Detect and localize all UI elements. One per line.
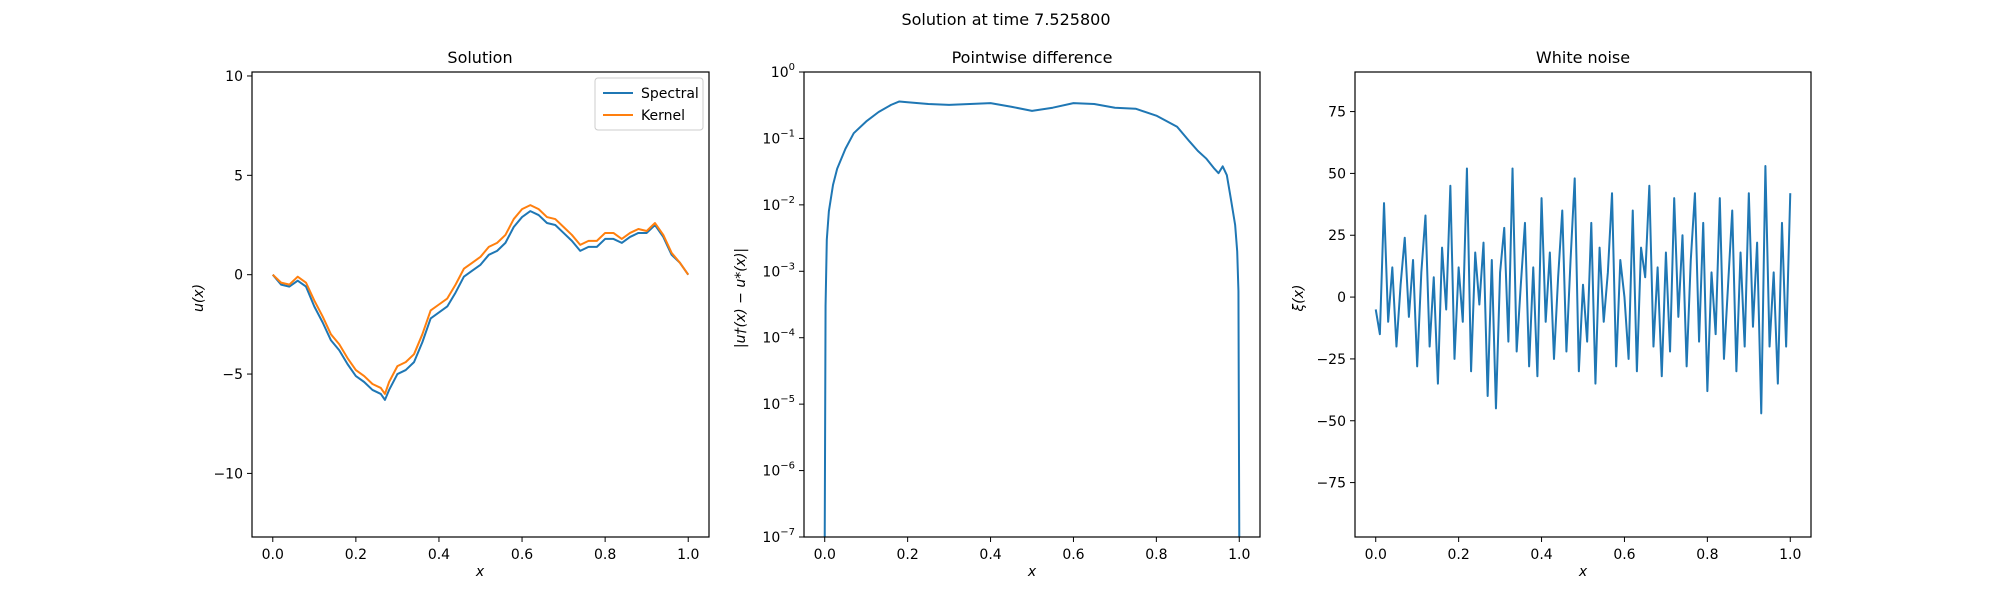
solution-ytick-label: 5 bbox=[234, 168, 243, 184]
white-noise-panel-xlabel: x bbox=[1578, 564, 1588, 580]
solution-series-line-kernel bbox=[272, 204, 690, 395]
pointwise-difference-xtick-label: 0.6 bbox=[1062, 547, 1084, 563]
solution-legend-label-kernel: Kernel bbox=[641, 108, 685, 124]
pointwise-difference-xtick-label: 1.0 bbox=[1228, 547, 1250, 563]
pointwise-difference-axes-frame bbox=[803, 71, 1261, 538]
solution-xtick-label: 1.0 bbox=[677, 547, 699, 563]
solution-panel-title: Solution bbox=[447, 48, 512, 67]
pointwise-difference-ytick-label: 10−2 bbox=[762, 195, 795, 214]
solution-panel: Solution x u(x) 0.0 0.2 0.4 0.6 0.8 1.0 −10 −5 0… bbox=[191, 48, 710, 580]
pointwise-difference-series-line-0 bbox=[823, 100, 1241, 537]
white-noise-xtick-label: 0.6 bbox=[1613, 547, 1635, 563]
white-noise-panel-title: White noise bbox=[1536, 48, 1630, 67]
white-noise-xtick-label: 0.0 bbox=[1365, 547, 1387, 563]
pointwise-difference-panel-xlabel: x bbox=[1027, 564, 1037, 580]
solution-xtick-label: 0.8 bbox=[594, 547, 616, 563]
white-noise-panel: White noise x ξ(x) 0.0 0.2 0.4 0.6 0.8 1.0 −75… bbox=[1291, 48, 1812, 580]
solution-xtick-label: 0.0 bbox=[262, 547, 284, 563]
pointwise-difference-panel-title: Pointwise difference bbox=[952, 48, 1113, 67]
pointwise-difference-ytick-label: 10−7 bbox=[762, 527, 795, 546]
pointwise-difference-ytick-label: 100 bbox=[771, 62, 795, 81]
pointwise-difference-xtick-label: 0.0 bbox=[814, 547, 836, 563]
solution-ytick-label: −10 bbox=[213, 466, 243, 482]
white-noise-panel-ylabel: ξ(x) bbox=[1291, 284, 1307, 312]
solution-ytick-label: 10 bbox=[225, 69, 243, 85]
white-noise-series-line-0 bbox=[1374, 164, 1792, 415]
pointwise-difference-xtick-label: 0.4 bbox=[979, 547, 1001, 563]
pointwise-difference-panel-ylabel: |u†(x) − u*(x)| bbox=[733, 248, 749, 348]
solution-xtick-label: 0.4 bbox=[428, 547, 450, 563]
white-noise-xtick-label: 0.4 bbox=[1530, 547, 1552, 563]
pointwise-difference-ytick-label: 10−3 bbox=[762, 261, 795, 280]
solution-panel-ylabel: u(x) bbox=[191, 284, 207, 312]
solution-legend bbox=[594, 77, 704, 131]
pointwise-difference-ytick-label: 10−5 bbox=[762, 394, 795, 413]
white-noise-ytick-label: −50 bbox=[1316, 414, 1346, 430]
figure-suptitle: Solution at time 7.525800 bbox=[901, 10, 1110, 29]
solution-series-line-spectral bbox=[272, 210, 690, 401]
white-noise-xtick-label: 0.8 bbox=[1696, 547, 1718, 563]
pointwise-difference-ytick-label: 10−1 bbox=[762, 128, 795, 147]
white-noise-ytick-label: −75 bbox=[1316, 476, 1346, 492]
solution-axes-frame bbox=[251, 71, 710, 538]
solution-ytick-label: 0 bbox=[234, 268, 243, 284]
white-noise-ytick-label: −25 bbox=[1316, 352, 1346, 368]
pointwise-difference-panel: Pointwise difference x |u†(x) − u*(x)| 0… bbox=[733, 48, 1261, 580]
white-noise-axes-frame bbox=[1354, 71, 1812, 538]
pointwise-difference-xtick-label: 0.8 bbox=[1145, 547, 1167, 563]
pointwise-difference-ytick-label: 10−4 bbox=[762, 328, 795, 347]
white-noise-xtick-label: 0.2 bbox=[1448, 547, 1470, 563]
pointwise-difference-ytick-label: 10−6 bbox=[762, 461, 795, 480]
solution-ytick-label: −5 bbox=[222, 367, 243, 383]
solution-xtick-label: 0.2 bbox=[345, 547, 367, 563]
white-noise-xtick-label: 1.0 bbox=[1779, 547, 1801, 563]
white-noise-ytick-label: 50 bbox=[1328, 166, 1346, 182]
white-noise-ytick-label: 0 bbox=[1337, 290, 1346, 306]
pointwise-difference-xtick-label: 0.2 bbox=[897, 547, 919, 563]
solution-legend-label-spectral: Spectral bbox=[641, 86, 699, 102]
solution-xtick-label: 0.6 bbox=[511, 547, 533, 563]
solution-panel-xlabel: x bbox=[475, 564, 485, 580]
white-noise-ytick-label: 25 bbox=[1328, 228, 1346, 244]
white-noise-ytick-label: 75 bbox=[1328, 105, 1346, 121]
